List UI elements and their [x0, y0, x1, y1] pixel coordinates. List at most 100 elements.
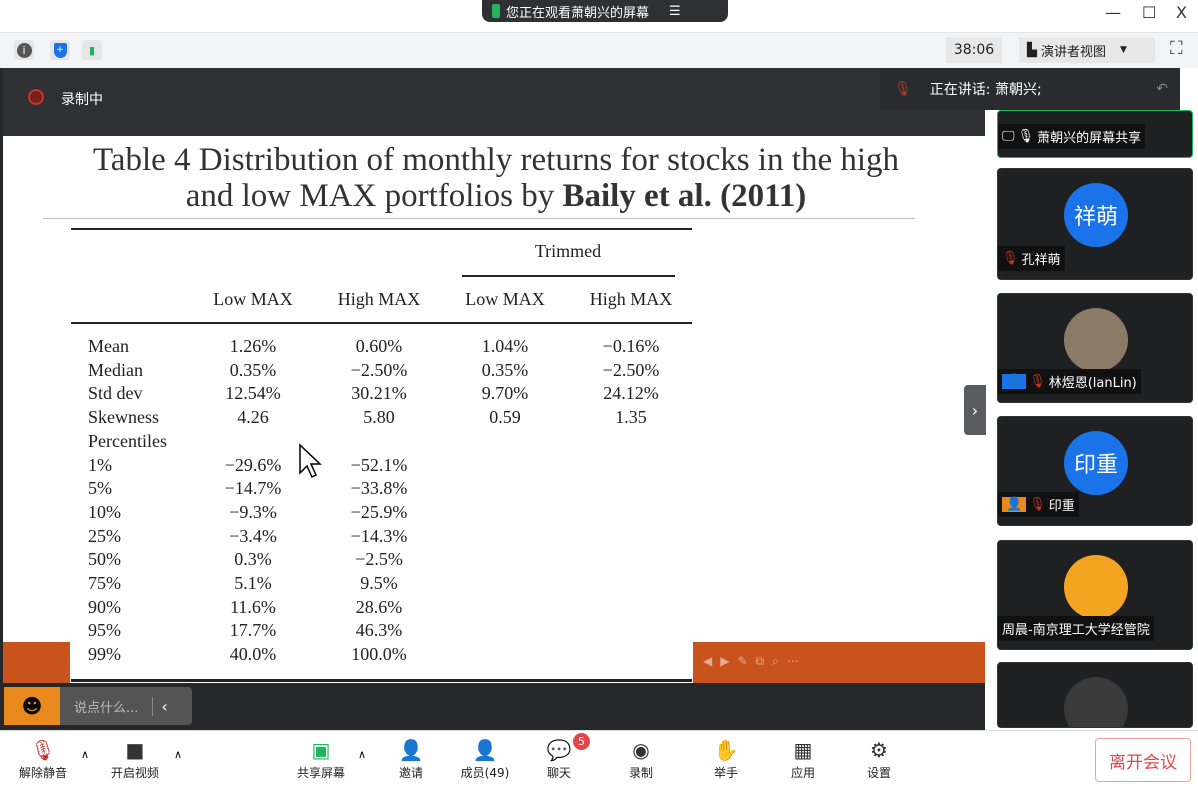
leave-meeting-button[interactable]: 离开会议: [1095, 738, 1191, 782]
menu-icon[interactable]: ☰: [669, 3, 681, 19]
label: 举手: [713, 766, 738, 780]
gear-icon: ⚙: [870, 738, 888, 762]
table-cell: −25.9%: [350, 501, 408, 522]
label: 录制: [628, 766, 653, 780]
row-label: 50%: [88, 549, 121, 570]
table-bottom-rule: [71, 679, 692, 682]
video-off-icon: ■: [125, 738, 145, 762]
view-mode-label: 演讲者视图: [1041, 44, 1107, 60]
name-text: 孔祥萌: [1021, 253, 1061, 268]
table-cell: 0.3%: [234, 549, 272, 570]
shield-icon[interactable]: +: [50, 40, 70, 60]
chevron-up-icon[interactable]: ∧: [81, 748, 90, 761]
name-text: 林煜恩(lanLin): [1048, 376, 1137, 391]
speaking-label: 正在讲话: 萧朝兴;: [929, 82, 1042, 98]
participant-name: 🖵 🎙 萧朝兴的屏幕共享: [998, 124, 1146, 149]
participant-tile[interactable]: [997, 662, 1193, 728]
expand-panel-button[interactable]: ›: [964, 385, 986, 435]
chat-input[interactable]: 说点什么...: [74, 700, 139, 716]
chat-input-bar[interactable]: ☻ 说点什么... ‹: [4, 687, 192, 725]
muted-mic-icon: 🎙: [30, 738, 56, 762]
table-cell: 17.7%: [229, 620, 277, 641]
participant-tile[interactable]: 🖵 🎙 萧朝兴的屏幕共享: [997, 110, 1193, 158]
reply-icon[interactable]: ↶: [1156, 81, 1168, 97]
table-cell: −9.3%: [229, 501, 277, 522]
speaking-indicator: 🎙 正在讲话: 萧朝兴; ↶: [880, 68, 1180, 110]
shared-slide: Table 4 Distribution of monthly returns …: [3, 136, 985, 683]
user-icon: 👤: [472, 738, 498, 762]
participant-tile[interactable]: 祥萌 🎙 孔祥萌: [997, 168, 1193, 280]
minimize-button[interactable]: —: [1105, 3, 1121, 22]
bottom-toolbar: [0, 730, 1198, 792]
view-mode-dropdown[interactable]: ▙ 演讲者视图 ▼: [1019, 37, 1155, 63]
header-rule: [71, 322, 692, 324]
table-cell: 11.6%: [230, 596, 276, 617]
trimmed-rule: [462, 275, 675, 277]
user-icon: 👤: [1002, 374, 1027, 389]
label: 应用: [790, 766, 815, 780]
table-cell: 1.26%: [229, 336, 277, 356]
avatar: 印重: [1064, 431, 1128, 495]
raise-hand-button[interactable]: ✋ 举手: [691, 736, 761, 781]
start-video-button[interactable]: ■ 开启视频: [100, 736, 170, 781]
table-cell: 12.54%: [225, 383, 281, 404]
label: 开启视频: [110, 766, 159, 780]
banner-text: 您正在观看萧朝兴的屏幕: [506, 5, 650, 21]
screen-share-icon: 🖵: [1002, 129, 1015, 144]
participant-name: 🎙 孔祥萌: [998, 246, 1065, 271]
slide-nav-controls[interactable]: ◀▶✎⧉⌕⋯: [703, 654, 807, 668]
chevron-up-icon[interactable]: ∧: [174, 748, 183, 761]
signal-icon[interactable]: ▮: [82, 40, 102, 60]
row-label: 25%: [88, 525, 121, 546]
title-bold: Baily et al. (2011): [562, 178, 807, 214]
invite-button[interactable]: 👤 邀请: [376, 736, 446, 781]
screen-share-banner[interactable]: 您正在观看萧朝兴的屏幕 ☰: [482, 0, 728, 22]
row-label: Mean: [88, 336, 129, 356]
row-label: Std dev: [88, 383, 143, 404]
maximize-button[interactable]: ☐: [1142, 3, 1157, 22]
record-icon: ◉: [632, 738, 650, 762]
close-button[interactable]: X: [1176, 3, 1187, 22]
row-label: 95%: [88, 620, 121, 641]
participant-name: 👤 🎙 印重: [998, 492, 1079, 517]
settings-button[interactable]: ⚙ 设置: [844, 736, 914, 781]
info-icon[interactable]: i: [14, 40, 34, 60]
chat-badge: 5: [573, 733, 590, 750]
row-label: 90%: [88, 596, 121, 617]
trimmed-header: Trimmed: [534, 241, 602, 261]
record-button[interactable]: ◉ 录制: [606, 736, 676, 781]
table-cell: 1.04%: [481, 336, 529, 356]
table-cell: 5.80: [363, 407, 395, 428]
recording-header: 录制中: [3, 68, 985, 136]
hand-icon: ✋: [713, 738, 739, 762]
avatar: [1064, 555, 1128, 619]
table-cell: −0.16%: [602, 336, 660, 356]
meeting-timer: 38:06: [946, 37, 1002, 63]
share-screen-button[interactable]: ▣ 共享屏幕: [286, 736, 356, 781]
table-cell: −2.50%: [602, 359, 660, 380]
avatar: 祥萌: [1064, 183, 1128, 247]
table-cell: −2.50%: [350, 359, 408, 380]
apps-button[interactable]: ▦ 应用: [768, 736, 838, 781]
table-cell: 24.12%: [603, 383, 659, 404]
members-button[interactable]: 👤 成员(49): [450, 736, 520, 781]
fullscreen-icon[interactable]: ⛶: [1170, 38, 1183, 59]
share-icon: [492, 4, 500, 18]
collapse-icon[interactable]: ‹: [152, 696, 168, 716]
label: 设置: [866, 766, 891, 780]
chevron-up-icon[interactable]: ∧: [358, 748, 367, 761]
participant-tile[interactable]: 👤 🎙 林煜恩(lanLin): [997, 293, 1193, 403]
label: 共享屏幕: [296, 766, 345, 780]
table-cell: 46.3%: [355, 620, 403, 641]
emoji-icon[interactable]: ☻: [4, 687, 60, 725]
participant-tile[interactable]: 印重 👤 🎙 印重: [997, 416, 1193, 526]
participant-tile[interactable]: 周晨-南京理工大学经管院: [997, 540, 1193, 650]
avatar: [1064, 308, 1128, 372]
col-header: High MAX: [589, 289, 673, 309]
label: 邀请: [398, 766, 423, 780]
table-cell: −14.3%: [350, 525, 408, 546]
table-cell: 0.60%: [355, 336, 403, 356]
chat-button[interactable]: 💬 聊天: [524, 736, 594, 781]
unmute-button[interactable]: 🎙 解除静音: [8, 736, 78, 781]
table-top-rule: [71, 228, 692, 230]
